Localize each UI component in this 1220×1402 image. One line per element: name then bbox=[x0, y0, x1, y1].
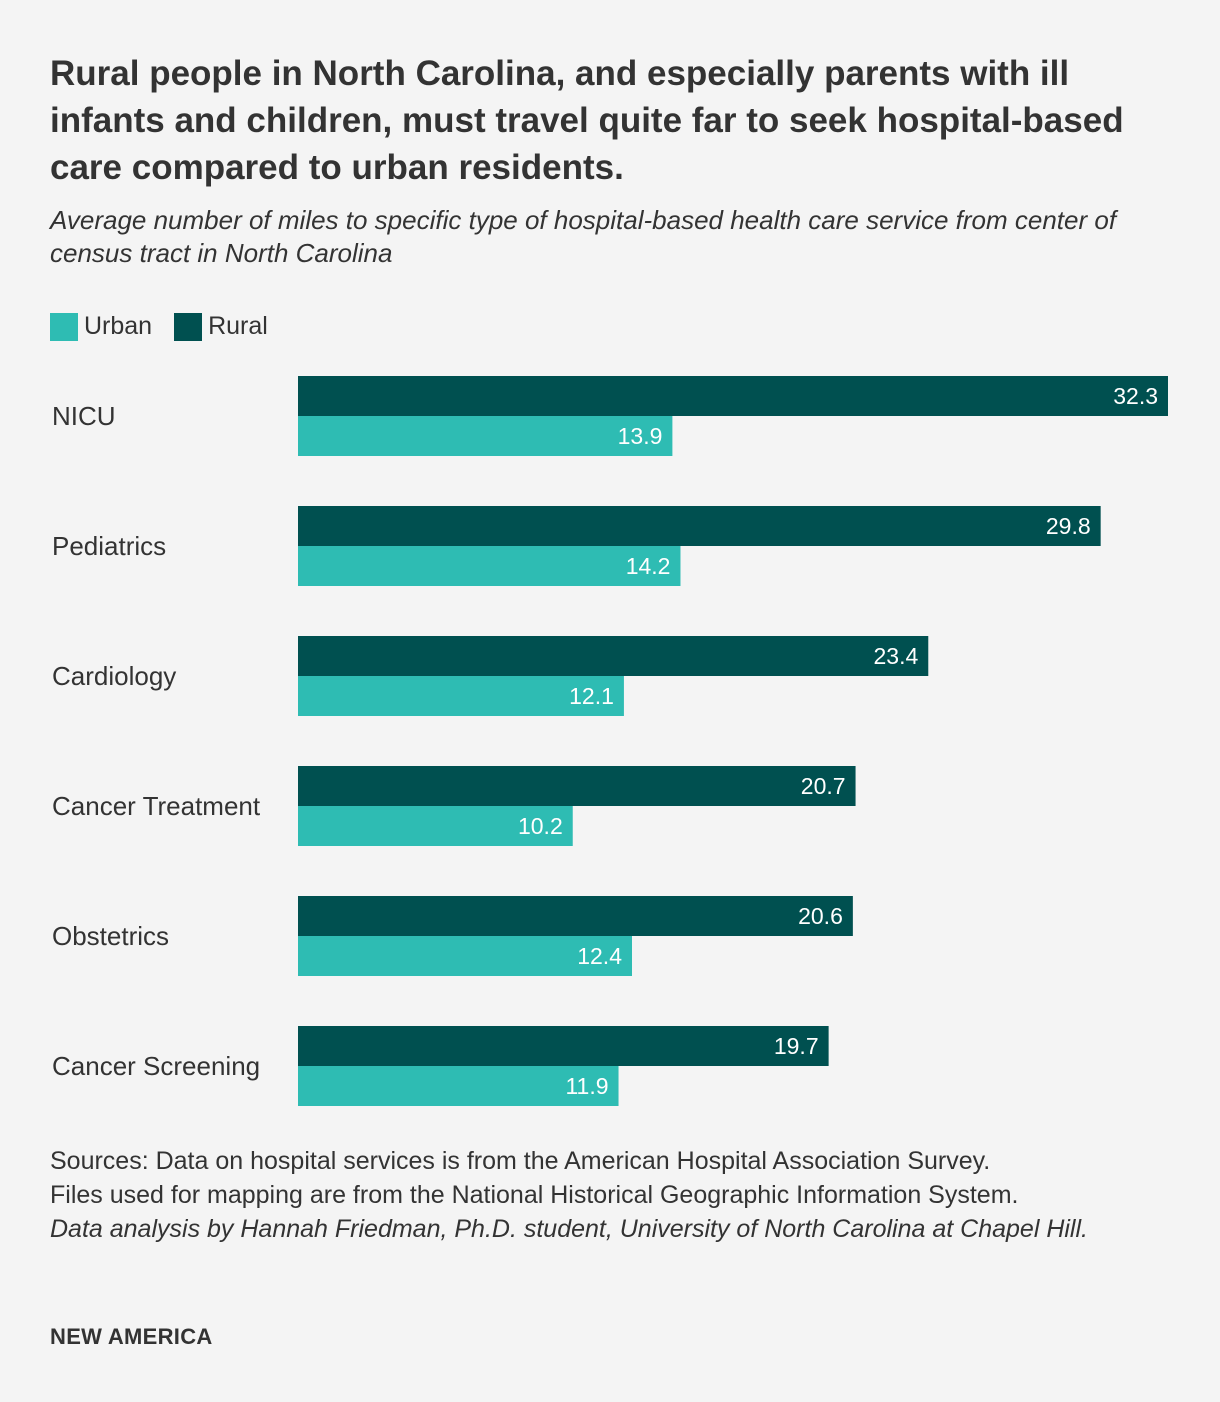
legend-item-urban: Urban bbox=[50, 312, 152, 341]
value-label-rural-cancer-screening: 19.7 bbox=[774, 1033, 819, 1059]
legend-swatch-urban bbox=[50, 312, 78, 341]
bar-urban-cancer-treatment bbox=[298, 806, 573, 846]
category-label-cancer-treatment: Cancer Treatment bbox=[52, 791, 261, 821]
value-label-urban-obstetrics: 12.4 bbox=[577, 943, 622, 969]
chart-title: Rural people in North Carolina, and espe… bbox=[50, 54, 1124, 187]
value-label-rural-cancer-treatment: 20.7 bbox=[801, 773, 846, 799]
value-label-urban-cancer-screening: 11.9 bbox=[565, 1073, 608, 1099]
bar-rural-cardiology bbox=[298, 636, 929, 676]
legend-label-urban: Urban bbox=[84, 312, 153, 340]
bar-urban-cardiology bbox=[298, 676, 624, 716]
category-label-obstetrics: Obstetrics bbox=[52, 921, 169, 951]
value-label-urban-pediatrics: 14.2 bbox=[626, 553, 671, 579]
bar-urban-cancer-screening bbox=[298, 1066, 619, 1106]
bar-rural-pediatrics bbox=[298, 506, 1101, 546]
bar-rural-cancer-treatment bbox=[298, 766, 856, 806]
legend: Urban Rural bbox=[50, 312, 290, 341]
category-label-cardiology: Cardiology bbox=[52, 661, 176, 691]
sources-note: Sources: Data on hospital services is fr… bbox=[50, 1144, 1180, 1246]
category-label-pediatrics: Pediatrics bbox=[52, 531, 166, 561]
value-label-urban-nicu: 13.9 bbox=[618, 423, 663, 449]
bar-urban-nicu bbox=[298, 416, 673, 456]
value-label-urban-cardiology: 12.1 bbox=[569, 683, 614, 709]
legend-label-rural: Rural bbox=[208, 312, 268, 340]
bar-urban-pediatrics bbox=[298, 546, 681, 586]
bar-rural-obstetrics bbox=[298, 896, 853, 936]
sources-line-1: Sources: Data on hospital services is fr… bbox=[50, 1147, 991, 1175]
value-label-rural-obstetrics: 20.6 bbox=[798, 903, 843, 929]
value-label-rural-nicu: 32.3 bbox=[1113, 383, 1158, 409]
value-label-rural-pediatrics: 29.8 bbox=[1046, 513, 1091, 539]
chart-subtitle: Average number of miles to specific type… bbox=[50, 205, 1117, 268]
bar-urban-obstetrics bbox=[298, 936, 632, 976]
value-label-rural-cardiology: 23.4 bbox=[874, 643, 919, 669]
category-label-nicu: NICU bbox=[52, 401, 116, 431]
brand-logo-text: NEW AMERICA bbox=[50, 1324, 213, 1349]
category-label-cancer-screening: Cancer Screening bbox=[52, 1051, 260, 1081]
legend-item-rural: Rural bbox=[174, 312, 268, 341]
bar-rural-cancer-screening bbox=[298, 1026, 829, 1066]
sources-line-2: Files used for mapping are from the Nati… bbox=[50, 1181, 1019, 1209]
bar-rural-nicu bbox=[298, 376, 1168, 416]
value-label-urban-cancer-treatment: 10.2 bbox=[518, 813, 563, 839]
bar-chart: NICU 32.3 13.9 Pediatrics 29.8 14.2 Cardiology… bbox=[52, 376, 1168, 1106]
analysis-credit: Data analysis by Hannah Friedman, Ph.D. … bbox=[50, 1215, 1088, 1243]
legend-swatch-rural bbox=[174, 312, 203, 341]
